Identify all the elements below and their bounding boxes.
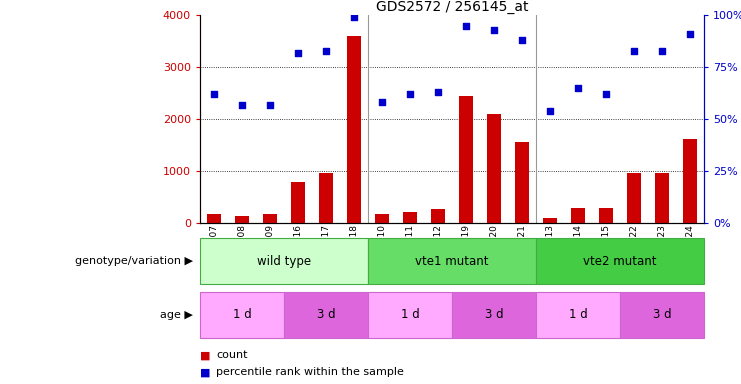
Bar [200,292,284,338]
Point [376,99,388,106]
Bar [599,208,613,223]
Text: vte2 mutant: vte2 mutant [583,255,657,268]
Point [460,23,472,29]
Bar [452,292,536,338]
Point [488,27,500,33]
Bar [536,292,620,338]
Bar [683,139,697,223]
Point [572,85,584,91]
Bar [536,238,704,284]
Bar [655,174,669,223]
Bar [347,36,361,223]
Text: genotype/variation ▶: genotype/variation ▶ [75,256,193,266]
Point [320,48,332,54]
Bar [207,214,221,223]
Text: ■: ■ [200,367,210,377]
Text: count: count [216,350,248,360]
Bar [235,217,249,223]
Point [348,14,360,20]
Bar [431,209,445,223]
Point [292,50,304,56]
Point [684,31,696,37]
Point [404,91,416,97]
Bar [459,96,473,223]
Bar [284,292,368,338]
Bar [571,208,585,223]
Text: age ▶: age ▶ [160,310,193,320]
Bar [515,142,529,223]
Bar [319,174,333,223]
Point [516,37,528,43]
Bar [627,174,641,223]
Bar [291,182,305,223]
Text: percentile rank within the sample: percentile rank within the sample [216,367,405,377]
Bar [375,214,389,223]
Point [600,91,612,97]
Point [628,48,640,54]
Text: wild type: wild type [257,255,311,268]
Text: 1 d: 1 d [568,308,588,321]
Title: GDS2572 / 256145_at: GDS2572 / 256145_at [376,0,528,14]
Text: vte1 mutant: vte1 mutant [415,255,489,268]
Point [544,108,556,114]
Text: 3 d: 3 d [316,308,336,321]
Bar [263,214,277,223]
Bar [200,238,368,284]
Bar [487,114,501,223]
Text: 3 d: 3 d [653,308,671,321]
Bar [368,292,452,338]
Bar [543,217,557,223]
Bar [368,238,536,284]
Text: ■: ■ [200,350,210,360]
Point [432,89,444,95]
Bar [403,212,417,223]
Text: 3 d: 3 d [485,308,503,321]
Bar [620,292,704,338]
Text: 1 d: 1 d [233,308,251,321]
Point [236,101,248,108]
Text: 1 d: 1 d [401,308,419,321]
Point [208,91,220,97]
Point [656,48,668,54]
Point [264,101,276,108]
